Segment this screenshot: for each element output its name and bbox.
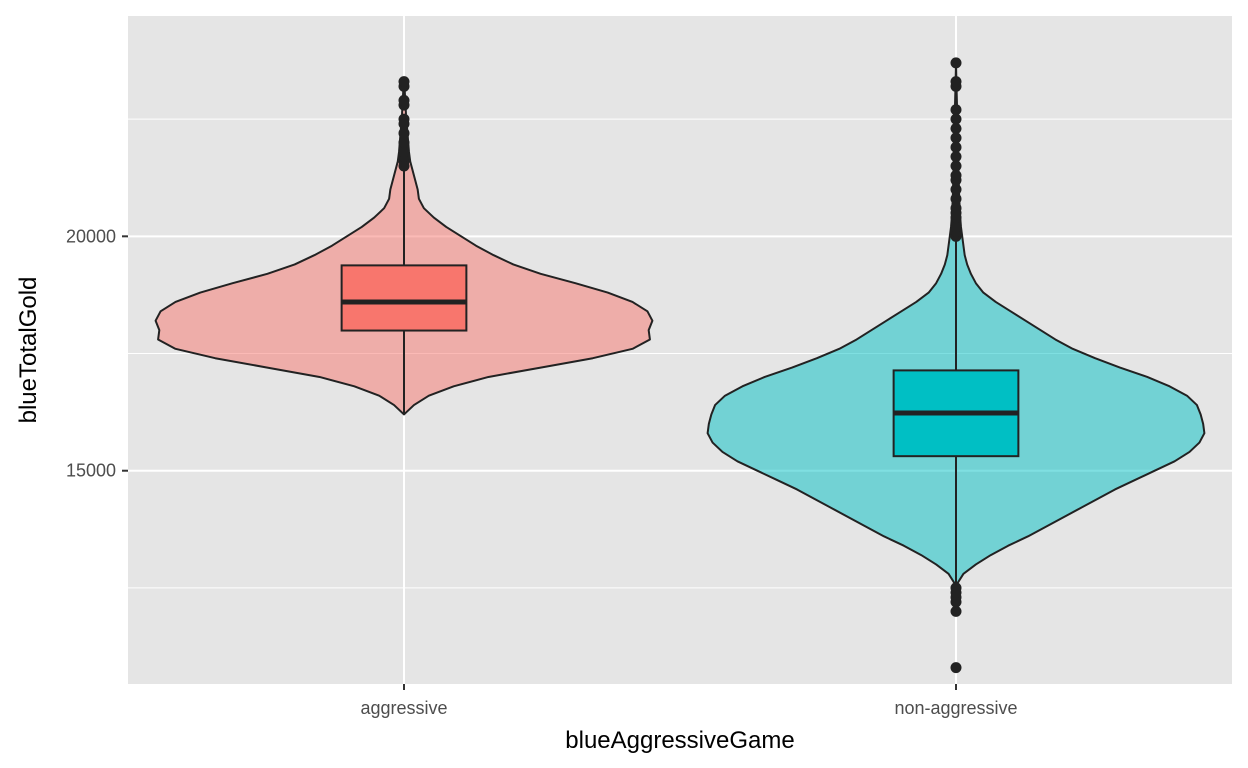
- y-tick-label: 20000: [66, 226, 116, 246]
- outlier-point: [951, 170, 962, 181]
- outlier-point: [951, 104, 962, 115]
- outlier-point: [951, 114, 962, 125]
- outlier-point: [951, 123, 962, 134]
- outlier-point: [399, 76, 410, 87]
- y-axis-title: blueTotalGold: [15, 277, 42, 424]
- x-tick-label: non-aggressive: [894, 698, 1017, 718]
- x-tick-label: aggressive: [360, 698, 447, 718]
- x-axis: aggressive non-aggressive: [360, 684, 1017, 718]
- outlier-point: [951, 606, 962, 617]
- outlier-point: [399, 137, 410, 148]
- x-axis-title: blueAggressiveGame: [565, 727, 794, 754]
- box-aggressive: [342, 265, 467, 330]
- outlier-point: [399, 114, 410, 125]
- outlier-point: [951, 151, 962, 162]
- outlier-point: [399, 128, 410, 139]
- outlier-point: [951, 193, 962, 204]
- outlier-point: [951, 184, 962, 195]
- y-tick-label: 15000: [66, 461, 116, 481]
- outlier-point: [951, 76, 962, 87]
- outlier-point: [951, 161, 962, 172]
- outlier-point: [951, 662, 962, 673]
- outlier-point: [951, 57, 962, 68]
- outlier-point: [951, 142, 962, 153]
- outlier-point: [951, 203, 962, 214]
- outlier-point: [951, 132, 962, 143]
- outlier-point: [399, 95, 410, 106]
- y-axis: 15000 20000: [66, 226, 128, 480]
- outlier-point: [951, 582, 962, 593]
